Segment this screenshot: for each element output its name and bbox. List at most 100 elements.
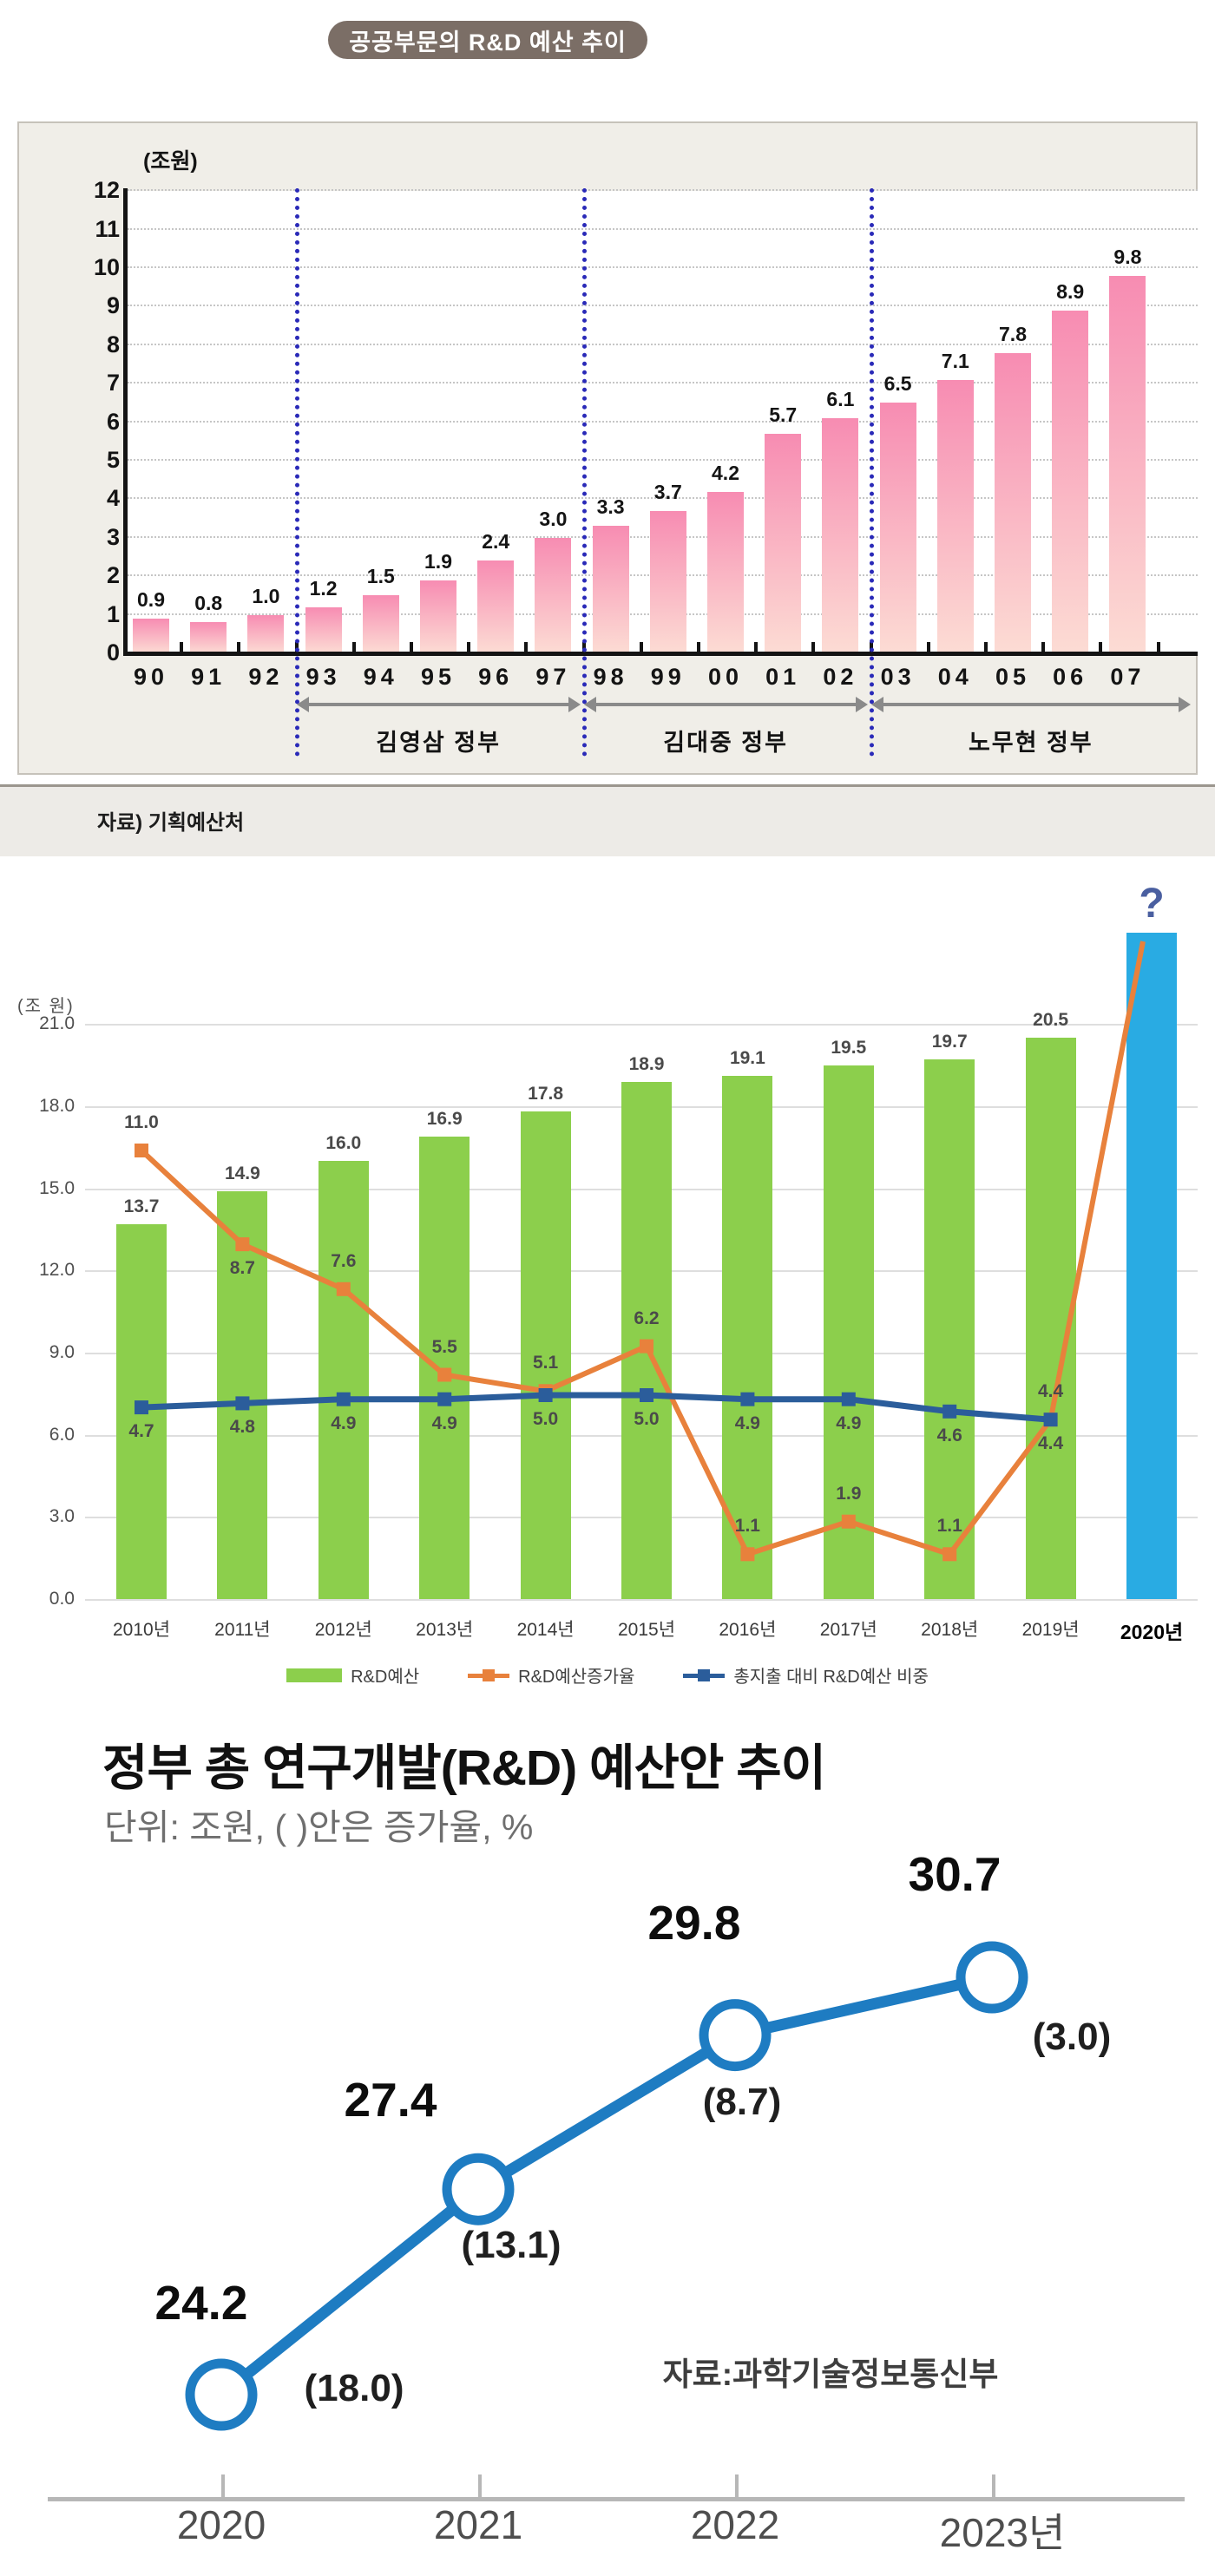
chart2-bar-2015년 bbox=[621, 1081, 672, 1599]
chart1-source-text: 자료) 기획예산처 bbox=[97, 811, 245, 835]
chart2-line-value: 4.4 bbox=[1037, 1381, 1064, 1402]
chart3-value-label-2020: 24.2 bbox=[154, 2276, 248, 2330]
source-strip bbox=[0, 787, 1215, 856]
chart3-growth-label-2021: (13.1) bbox=[461, 2224, 562, 2266]
chart2-bar-2010년 bbox=[116, 1223, 167, 1599]
chart3-axis-tick bbox=[735, 2474, 739, 2497]
chart2-line-value: 1.9 bbox=[836, 1483, 862, 1504]
chart2-line-value: 7.6 bbox=[331, 1250, 357, 1271]
legend-line-square bbox=[698, 1668, 711, 1681]
chart1-x-label-99: 99 bbox=[650, 664, 686, 690]
chart1-y-label: 2 bbox=[106, 562, 120, 589]
chart2-bar-future-2020 bbox=[1126, 933, 1177, 1599]
chart2-panel: (조 원) R&D예산 R&D예산증가율 총지출 대비 R&D예산 비중 21.0 1… bbox=[0, 868, 1215, 1714]
chart1-axis-tick bbox=[926, 642, 930, 653]
era-arrow-1 bbox=[583, 697, 868, 712]
chart2-y-label: 9.0 bbox=[49, 1342, 75, 1363]
chart2-line-value: 4.9 bbox=[431, 1413, 457, 1433]
chart1-axis-tick bbox=[237, 642, 241, 653]
chart1-bar-value: 2.4 bbox=[482, 530, 510, 554]
era-arrow-2 bbox=[870, 697, 1192, 712]
chart1-bar-90 bbox=[133, 619, 169, 653]
chart1-axis-tick bbox=[754, 642, 759, 653]
era-divider-dotted-line bbox=[294, 188, 299, 757]
chart1-title: 공공부문의 R&D 예산 추이 bbox=[349, 29, 627, 56]
chart1-x-label-06: 06 bbox=[1053, 664, 1088, 690]
chart1-axis-tick bbox=[984, 642, 988, 653]
chart2-x-label-2016년: 2016년 bbox=[719, 1620, 777, 1640]
chart2-bar-2012년 bbox=[318, 1161, 369, 1599]
chart3-data-point-2023년 bbox=[956, 1941, 1028, 2014]
chart3-title: 정부 총 연구개발(R&D) 예산안 추이 bbox=[102, 1740, 826, 1796]
chart3-data-point-2020 bbox=[185, 2358, 258, 2431]
chart2-bar-value: 18.9 bbox=[628, 1053, 665, 1074]
chart2-line-value: 5.0 bbox=[634, 1409, 660, 1429]
chart2-x-label-2010년: 2010년 bbox=[112, 1620, 171, 1640]
chart1-bar-value: 9.8 bbox=[1113, 245, 1142, 268]
chart1-x-label-93: 93 bbox=[305, 664, 341, 690]
chart1-axis-tick bbox=[697, 642, 700, 653]
chart2-bar-value: 17.8 bbox=[528, 1084, 564, 1104]
chart3-subtitle: 단위: 조원, ( )안은 증가율, % bbox=[104, 1807, 534, 1847]
chart2-bar-2013년 bbox=[419, 1136, 470, 1599]
legend-line-square bbox=[483, 1668, 496, 1681]
chart2-x-label-2018년: 2018년 bbox=[921, 1620, 979, 1640]
chart1-gridline bbox=[128, 420, 1198, 423]
chart1-axis-tick bbox=[351, 642, 356, 653]
chart2-line-value: 4.9 bbox=[331, 1413, 357, 1433]
chart2-bar-value: 16.0 bbox=[325, 1133, 362, 1154]
chart2-y-label: 18.0 bbox=[39, 1096, 75, 1117]
chart1-bar-value: 6.1 bbox=[826, 388, 855, 411]
chart1-axis-tick bbox=[1041, 642, 1046, 653]
chart2-legend-item-2: 총지출 대비 R&D예산 비중 bbox=[683, 1662, 929, 1688]
chart2-future-question-mark: ? bbox=[1139, 881, 1165, 927]
chart1-y-label: 4 bbox=[106, 485, 120, 512]
chart3-x-label-2022: 2022 bbox=[690, 2502, 780, 2547]
chart1-bar-02 bbox=[822, 418, 859, 653]
chart1-bar-value: 1.5 bbox=[366, 565, 395, 588]
chart1-bar-96 bbox=[477, 560, 515, 653]
chart1-axis-tick bbox=[1156, 642, 1160, 653]
chart2-line-value: 8.7 bbox=[229, 1258, 255, 1279]
chart1-gridline bbox=[128, 266, 1198, 268]
chart1-bar-98 bbox=[592, 526, 629, 653]
era-label-1: 김대중 정부 bbox=[663, 730, 788, 756]
chart3-growth-label-2023년: (3.0) bbox=[1032, 2016, 1112, 2058]
chart3-x-axis bbox=[48, 2497, 1185, 2501]
chart2-y-label: 3.0 bbox=[49, 1506, 75, 1527]
chart2-bar-value: 16.9 bbox=[426, 1108, 463, 1129]
chart2-bar-value: 19.5 bbox=[831, 1037, 867, 1058]
chart1-panel: (조원) 0.9 0.8 1.0 1.2 1.5 1.9 2.4 3.0 3.3 3.7 4.2 5.… bbox=[17, 121, 1198, 775]
chart3-axis-tick bbox=[478, 2474, 482, 2497]
chart1-axis-tick bbox=[410, 642, 413, 653]
chart1-x-label-96: 96 bbox=[478, 664, 514, 690]
era-divider-dotted-line bbox=[869, 188, 874, 757]
chart1-bar-91 bbox=[190, 622, 227, 653]
legend-line-marker-icon bbox=[683, 1668, 726, 1682]
chart1-gridline bbox=[128, 189, 1198, 192]
chart1-gridline bbox=[128, 382, 1198, 384]
chart1-bar-value: 7.8 bbox=[999, 322, 1027, 345]
chart2-bar-2011년 bbox=[217, 1190, 268, 1599]
chart1-y-label: 1 bbox=[106, 600, 120, 627]
chart1-bar-92 bbox=[247, 614, 285, 653]
era-divider-dotted-line bbox=[581, 188, 587, 757]
chart1-x-axis bbox=[123, 652, 1198, 656]
chart1-title-badge: 공공부문의 R&D 예산 추이 bbox=[328, 21, 647, 59]
chart2-x-label-2020년: 2020년 bbox=[1120, 1621, 1184, 1643]
chart2-x-label-2019년: 2019년 bbox=[1021, 1620, 1080, 1640]
chart1-bar-94 bbox=[362, 595, 399, 653]
chart1-bar-value: 3.3 bbox=[596, 495, 625, 519]
chart1-x-label-90: 90 bbox=[133, 664, 169, 690]
chart1-y-label: 6 bbox=[106, 408, 120, 435]
chart2-x-label-2017년: 2017년 bbox=[819, 1620, 877, 1640]
chart2-x-label-2014년: 2014년 bbox=[516, 1620, 575, 1640]
chart2-line-value: 4.4 bbox=[1037, 1433, 1064, 1454]
chart1-y-label: 11 bbox=[95, 215, 120, 242]
chart1-bar-97 bbox=[535, 537, 572, 653]
chart3-x-label-2020: 2020 bbox=[176, 2502, 266, 2547]
chart1-x-label-92: 92 bbox=[248, 664, 284, 690]
chart1-plot-area: 0.9 0.8 1.0 1.2 1.5 1.9 2.4 3.0 3.3 3.7 4.2 5.7 6.1 6… bbox=[128, 189, 1198, 653]
chart2-y-label: 6.0 bbox=[49, 1424, 75, 1445]
chart1-y-label: 9 bbox=[106, 292, 120, 319]
